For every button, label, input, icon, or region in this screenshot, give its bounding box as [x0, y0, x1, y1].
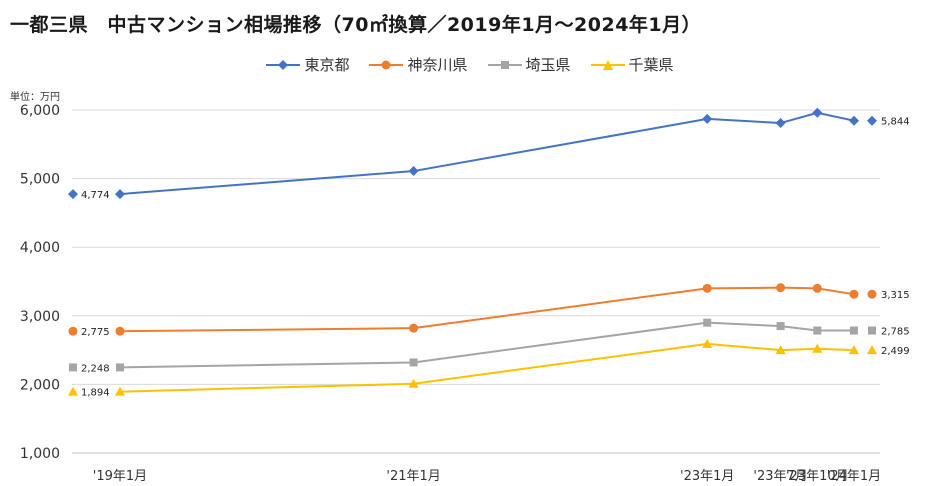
data-point — [115, 189, 125, 200]
legend-marker-diamond-icon — [266, 59, 301, 70]
series-line — [119, 111, 855, 196]
legend-marker-circle-icon — [369, 60, 404, 69]
data-point — [703, 318, 712, 327]
series-line — [119, 321, 854, 369]
data-label: 2,785 — [881, 327, 910, 338]
data-label: 1,894 — [81, 388, 110, 399]
start-label-marker — [68, 386, 78, 396]
data-point — [408, 166, 419, 177]
data-point — [775, 118, 786, 129]
y-tick-label: 6,000 — [20, 103, 60, 119]
series-line — [119, 286, 855, 333]
data-point — [409, 323, 419, 333]
data-point — [775, 345, 786, 355]
y-tick-label: 4,000 — [20, 240, 60, 256]
data-point — [776, 283, 786, 293]
data-point — [813, 326, 822, 335]
x-tick-label: '23年10月 — [786, 469, 849, 484]
series-line — [119, 342, 855, 393]
legend-label: 東京都 — [304, 56, 350, 74]
legend-item-saitama: 埼玉県 — [487, 54, 571, 75]
data-point — [702, 338, 713, 348]
legend-item-chiba: 千葉県 — [590, 54, 674, 75]
end-label-marker — [867, 115, 877, 126]
legend: 東京都 神奈川県 埼玉県 千葉県 — [0, 54, 940, 75]
end-label-marker — [867, 345, 877, 355]
start-label-marker — [69, 363, 77, 372]
data-point — [408, 378, 419, 388]
data-point — [702, 283, 712, 293]
data-label: 2,248 — [81, 363, 110, 374]
legend-item-tokyo: 東京都 — [266, 54, 349, 75]
data-label: 5,844 — [881, 117, 910, 128]
data-point — [849, 345, 859, 355]
legend-marker-square-icon — [487, 60, 522, 69]
chart-title: 一都三県 中古マンション相場推移（70㎡換算／2019年1月～2024年1月） — [10, 14, 702, 36]
data-point — [115, 326, 125, 336]
data-point — [849, 289, 859, 299]
end-label-marker — [867, 289, 877, 299]
y-tick-label: 3,000 — [20, 309, 60, 325]
end-label-marker — [868, 326, 876, 335]
x-tick-label: '23年7月 — [753, 469, 807, 484]
start-label-marker — [68, 326, 78, 336]
x-tick-label: '21年1月 — [386, 469, 440, 484]
y-tick-label: 5,000 — [20, 172, 60, 188]
data-point — [812, 343, 823, 353]
data-point — [409, 358, 418, 367]
legend-marker-triangle-icon — [590, 59, 625, 70]
x-tick-label: '23年1月 — [680, 469, 734, 484]
x-tick-label: '24年1月 — [827, 469, 881, 484]
data-label: 3,315 — [881, 290, 910, 301]
data-point — [850, 326, 858, 335]
data-point — [115, 386, 125, 396]
legend-label: 千葉県 — [628, 56, 674, 74]
data-point — [812, 107, 823, 118]
legend-label: 神奈川県 — [407, 56, 468, 74]
unit-label: 単位：万円 — [10, 92, 60, 103]
data-label: 4,774 — [81, 190, 110, 201]
legend-label: 埼玉県 — [525, 56, 571, 74]
x-tick-label: '19年1月 — [93, 469, 147, 484]
y-tick-label: 1,000 — [20, 446, 60, 462]
data-point — [849, 115, 859, 126]
start-label-marker — [68, 189, 78, 200]
y-tick-label: 2,000 — [20, 377, 60, 393]
data-label: 2,775 — [81, 327, 110, 338]
data-point — [116, 363, 124, 372]
data-label: 2,499 — [881, 346, 910, 357]
data-point — [702, 113, 713, 124]
data-point — [812, 283, 822, 293]
data-point — [776, 322, 785, 331]
legend-item-kanagawa: 神奈川県 — [369, 54, 468, 75]
